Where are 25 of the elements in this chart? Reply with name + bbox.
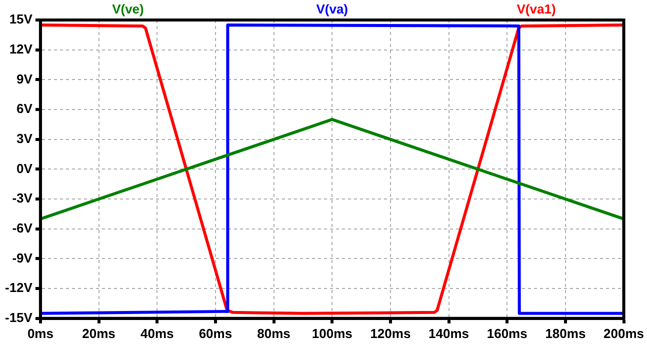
x-tick-label: 60ms <box>198 326 232 341</box>
y-tick-label: 0V <box>16 160 33 176</box>
y-tick-label: 12V <box>9 41 33 56</box>
x-tick-label: 140ms <box>428 326 470 341</box>
x-tick-label: 80ms <box>257 326 290 341</box>
series-label: V(va) <box>316 2 348 17</box>
y-tick-label: -15V <box>4 310 33 325</box>
x-tick-label: 0ms <box>27 326 54 341</box>
y-tick-label: -6V <box>12 220 33 236</box>
y-tick-label: 3V <box>16 130 33 146</box>
y-tick-label: 6V <box>16 101 33 116</box>
text: V(ve) <box>112 2 144 17</box>
y-tick-label: -9V <box>12 250 33 266</box>
y-tick-label: 9V <box>16 71 33 86</box>
y-tick-label: 15V <box>9 12 33 27</box>
x-tick-label: 120ms <box>370 326 411 341</box>
x-tick-label: 20ms <box>82 326 116 341</box>
series-label: V(va1) <box>516 2 556 17</box>
y-tick-label: -12V <box>4 280 33 296</box>
y-tick-label: -3V <box>12 190 33 206</box>
x-tick-label: 100ms <box>312 326 352 341</box>
x-tick-label: 180ms <box>545 326 586 341</box>
x-tick-label: 200ms <box>604 326 644 341</box>
x-tick-label: 40ms <box>140 326 174 341</box>
x-tick-label: 160ms <box>486 326 528 341</box>
